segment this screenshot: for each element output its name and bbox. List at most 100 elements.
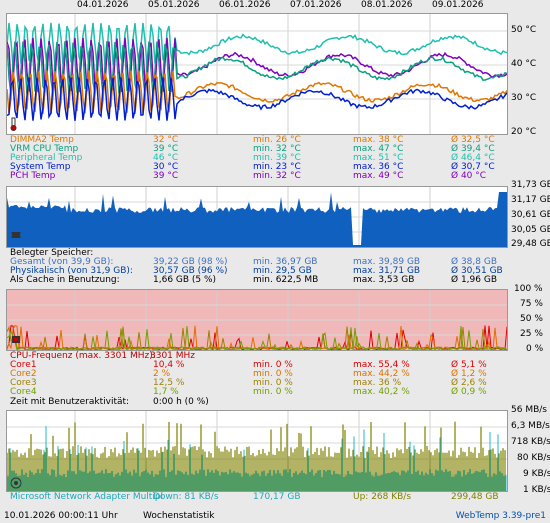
memory-avg: Ø 1,96 GB [451,275,497,285]
cpu-chip-icon [10,334,22,345]
memory-cur: 39,22 GB (98 %) [153,257,228,267]
network-icon [10,477,22,489]
memory-graph [6,186,508,248]
axis-tick-label: 50 °C [511,25,537,35]
axis-tick-label: 100 % [514,284,543,294]
date-label: 05.01.2026 [148,0,200,10]
memory-label: Als Cache in Benutzung: [10,275,120,285]
axis-tick-label: 75 % [520,299,543,309]
temperature-min: min. 26 °C [253,135,301,145]
temperature-label: System Temp [10,162,71,172]
memory-cur: 1,66 GB (5 %) [153,275,217,285]
memory-min: min. 36,97 GB [253,257,318,267]
memory-min: min. 29,5 GB [253,266,312,276]
axis-tick-label: 29,48 GB [511,239,550,249]
date-label: 06.01.2026 [219,0,271,10]
temperature-cur: 32 °C [153,135,179,145]
cpu-min: min. 0 % [253,360,293,370]
temperature-graph [6,13,508,135]
axis-tick-label: 40 °C [511,59,537,69]
user-activity-label: Zeit mit Benutzeraktivität: [10,397,130,407]
cpu-plot [7,290,507,350]
thermometer-icon [9,117,19,131]
axis-tick-label: 30,05 GB [511,225,550,235]
memory-max: max. 31,71 GB [353,266,421,276]
axis-tick-label: 9 KB/s [523,469,550,479]
temperature-avg: Ø 30,7 °C [451,162,495,172]
temperature-cur: 30 °C [153,162,179,172]
memory-cur: 30,57 GB (96 %) [153,266,228,276]
temperature-label: PCH Temp [10,171,56,181]
axis-tick-label: 1 KB/s [523,485,550,495]
cpu-cur: 12,5 % [153,378,185,388]
temperature-avg: Ø 46,4 °C [451,153,495,163]
network-up-total: 299,48 GB [451,492,499,502]
cpu-avg: Ø 2,6 % [451,378,487,388]
axis-tick-label: 50 % [520,314,543,324]
temperature-label: VRM CPU Temp [10,144,79,154]
temperature-avg: Ø 40 °C [451,171,487,181]
temperature-label: Peripheral Temp [10,153,83,163]
temperature-max: max. 47 °C [353,144,404,154]
cpu-label: Core4 [10,387,37,397]
memory-header: Belegter Speicher: [10,248,94,258]
memory-chip-icon [10,230,22,240]
network-graph [6,410,508,492]
temperature-avg: Ø 39,4 °C [451,144,495,154]
cpu-frequency-value: 3301 MHz [150,351,196,361]
axis-tick-label: 718 KB/s [511,437,550,447]
network-down-rate: Down: 81 KB/s [153,492,219,502]
user-activity-value: 0:00 h (0 %) [153,397,209,407]
temperature-min: min. 23 °C [253,162,301,172]
cpu-min: min. 0 % [253,387,293,397]
cpu-label: Core2 [10,369,37,379]
temperature-min: min. 32 °C [253,144,301,154]
cpu-cur: 2 % [153,369,171,379]
temperature-max: max. 36 °C [353,162,404,172]
axis-tick-label: 6,3 MB/s [511,421,550,431]
status-bar: 10.01.2026 00:00:11 Uhr Wochenstatistik … [0,511,550,523]
cpu-max: max. 44,2 % [353,369,410,379]
temperature-max: max. 51 °C [353,153,404,163]
memory-min: min. 622,5 MB [253,275,319,285]
cpu-frequency-label: CPU-Frequenz (max. 3301 MHz): [10,351,156,361]
memory-max: max. 39,89 GB [353,257,421,267]
axis-tick-label: 20 °C [511,127,537,137]
cpu-min: min. 0 % [253,369,293,379]
memory-avg: Ø 30,51 GB [451,266,503,276]
axis-tick-label: 30 °C [511,93,537,103]
axis-tick-label: 80 KB/s [517,453,550,463]
axis-tick-label: 0 % [526,344,544,354]
axis-tick-label: 25 % [520,329,543,339]
date-label: 04.01.2026 [77,0,129,10]
cpu-avg: Ø 5,1 % [451,360,487,370]
temperature-min: min. 39 °C [253,153,301,163]
cpu-max: max. 40,2 % [353,387,410,397]
temperature-min: min. 32 °C [253,171,301,181]
app-version[interactable]: WebTemp 3.39-pre1 [455,511,546,521]
cpu-avg: Ø 1,2 % [451,369,487,379]
cpu-avg: Ø 0,9 % [451,387,487,397]
cpu-cur: 1,7 % [153,387,179,397]
axis-tick-label: 31,17 GB [511,195,550,205]
cpu-label: Core1 [10,360,37,370]
temperature-cur: 46 °C [153,153,179,163]
network-down-total: 170,17 GB [253,492,301,502]
cpu-cur: 10,4 % [153,360,185,370]
date-label: 09.01.2026 [432,0,484,10]
memory-avg: Ø 38,8 GB [451,257,497,267]
temperature-max: max. 49 °C [353,171,404,181]
statistics-mode: Wochenstatistik [143,511,215,521]
memory-label: Physikalisch (von 31,9 GB): [10,266,133,276]
timestamp: 10.01.2026 00:00:11 Uhr [4,511,118,521]
temperature-max: max. 38 °C [353,135,404,145]
axis-tick-label: 56 MB/s [511,405,547,415]
date-label: 07.01.2026 [290,0,342,10]
cpu-graph [6,289,508,351]
axis-tick-label: 31,73 GB [511,180,550,190]
temperature-label: DIMMA2 Temp [10,135,74,145]
date-label: 08.01.2026 [361,0,413,10]
cpu-max: max. 55,4 % [353,360,410,370]
temperature-cur: 39 °C [153,171,179,181]
network-plot [7,411,507,491]
